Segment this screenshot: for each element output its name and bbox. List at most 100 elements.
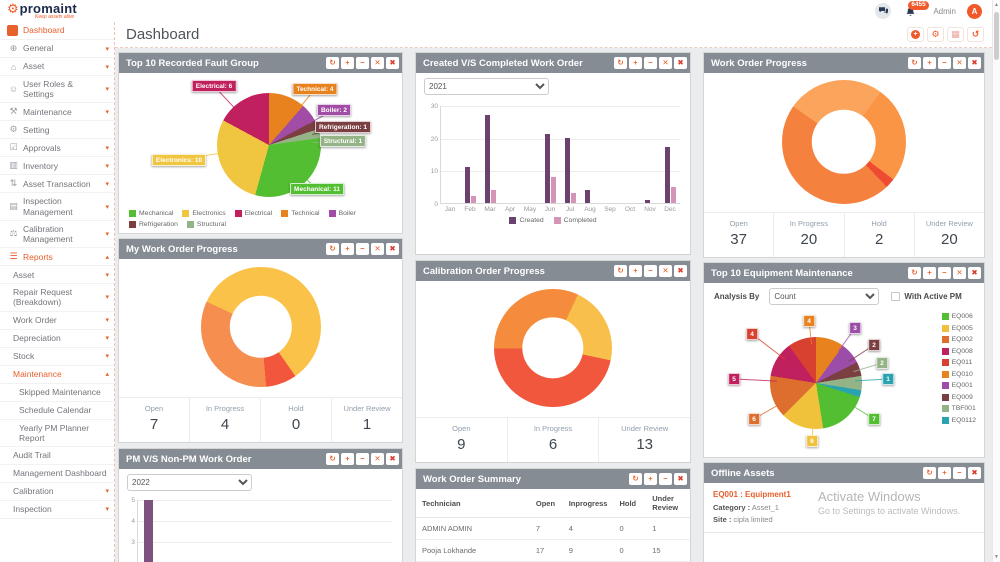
bar-created-jun[interactable] [545,134,551,203]
panel-close-button[interactable]: ✖ [674,473,687,485]
analysis-by-select[interactable]: Count [769,288,880,305]
bar-completed-jul[interactable] [570,193,576,203]
chat-button[interactable] [875,3,892,19]
work-order-donut[interactable] [782,79,906,204]
bar-created-dec[interactable] [664,147,670,203]
panel-add-button[interactable]: + [923,267,936,279]
sidebar-item-asset[interactable]: ⌂ Asset ▾ [0,58,114,76]
sidebar-item-inventory[interactable]: ▥ Inventory ▾ [0,157,114,176]
sidebar-item-stock[interactable]: Stock ▾ [0,348,114,366]
equipment-pie[interactable] [770,337,862,429]
panel-close-button[interactable]: ✖ [968,467,981,479]
bar-completed-feb[interactable] [471,196,477,203]
with-active-pm-checkbox[interactable] [891,292,901,301]
panel-minus-button[interactable]: − [953,467,966,479]
panel-expand-button[interactable]: ✕ [371,57,384,69]
panel-minus-button[interactable]: − [659,473,672,485]
my-work-order-donut[interactable] [200,267,321,387]
sidebar-item-calibration[interactable]: Calibration ▾ [0,483,114,501]
dashboard-settings-button[interactable]: ⚙ [927,27,944,42]
panel-minus-button[interactable]: − [938,267,951,279]
sidebar-item-asset-transaction[interactable]: ⇅ Asset Transaction ▾ [0,175,114,194]
sidebar-item-depreciation[interactable]: Depreciation ▾ [0,330,114,348]
scrollbar-thumb[interactable] [994,12,999,60]
bar-completed-jun[interactable] [551,176,557,203]
promaint-logo[interactable]: ⚙ promaint Keep assets alive [7,1,77,20]
panel-expand-button[interactable]: ✕ [659,265,672,277]
sidebar-item-audit-trail[interactable]: Audit Trail [0,447,114,465]
sidebar-item-setting[interactable]: ⚙ Setting [0,121,114,140]
panel-add-button[interactable]: + [629,265,642,277]
sidebar-item-general[interactable]: ⊕ General ▾ [0,40,114,58]
panel-minus-button[interactable]: − [644,57,657,69]
sidebar-item-inspection[interactable]: Inspection ▾ [0,501,114,519]
created-completed-chart[interactable]: 0 10 20 30 Jan Feb Mar Apr May Jun Jul Aug Sep Oct Nov… [431,103,680,213]
calibration-donut[interactable] [494,289,612,407]
panel-close-button[interactable]: ✖ [386,453,399,465]
panel-refresh-button[interactable]: ↻ [629,473,642,485]
panel-refresh-button[interactable]: ↻ [326,243,339,255]
sidebar-item-maintenance[interactable]: Maintenance ▴ [0,366,114,384]
panel-refresh-button[interactable]: ↻ [614,57,627,69]
panel-expand-button[interactable]: ✕ [371,243,384,255]
sidebar-item-skipped-maintenance[interactable]: Skipped Maintenance [0,384,114,402]
bar-completed-dec[interactable] [670,186,676,203]
panel-refresh-button[interactable]: ↻ [326,453,339,465]
add-widget-button[interactable]: + [907,27,924,42]
save-dashboard-button[interactable]: ▦ [947,27,964,42]
panel-close-button[interactable]: ✖ [386,57,399,69]
panel-minus-button[interactable]: − [938,57,951,69]
sidebar-item-reports[interactable]: ☰ Reports ▴ [0,248,114,267]
panel-expand-button[interactable]: ✕ [371,453,384,465]
sidebar-item-yearly-pm-planner-report[interactable]: Yearly PM Planner Report [0,420,114,447]
sidebar-item-dashboard[interactable]: ▦ Dashboard [0,22,114,40]
page-scrollbar[interactable]: ▲ ▼ [992,0,1000,562]
panel-minus-button[interactable]: − [356,57,369,69]
panel-close-button[interactable]: ✖ [968,57,981,69]
panel-refresh-button[interactable]: ↻ [614,265,627,277]
sidebar-item-inspection-management[interactable]: ▤ Inspection Management ▾ [0,193,114,221]
fault-pie[interactable] [217,93,321,197]
panel-expand-button[interactable]: ✕ [659,57,672,69]
panel-add-button[interactable]: + [629,57,642,69]
notifications-button[interactable]: 6455 [902,1,929,20]
bar-completed-mar[interactable] [491,189,497,203]
panel-add-button[interactable]: + [644,473,657,485]
panel-minus-button[interactable]: − [356,453,369,465]
sidebar-item-work-order[interactable]: Work Order ▾ [0,312,114,330]
panel-expand-button[interactable]: ✕ [953,57,966,69]
panel-expand-button[interactable]: ✕ [953,267,966,279]
bar-created-jul[interactable] [564,137,570,203]
panel-minus-button[interactable]: − [644,265,657,277]
scroll-down-arrow[interactable]: ▼ [994,554,999,560]
offline-asset-link[interactable]: EQ001 : Equipment1 [713,490,791,499]
sidebar-item-schedule-calendar[interactable]: Schedule Calendar [0,402,114,420]
panel-add-button[interactable]: + [923,57,936,69]
panel-close-button[interactable]: ✖ [674,265,687,277]
sidebar-item-calibration-management[interactable]: ⚖ Calibration Management ▾ [0,221,114,249]
scroll-up-arrow[interactable]: ▲ [994,2,999,8]
created-completed-year-select[interactable]: 2021 [424,78,549,95]
sidebar-item-management-dashboard[interactable]: Management Dashboard [0,465,114,483]
panel-refresh-button[interactable]: ↻ [326,57,339,69]
bar-pm-1[interactable] [144,500,153,562]
sidebar-item-maintenance[interactable]: ⚒ Maintenance ▾ [0,103,114,122]
bar-created-mar[interactable] [485,114,491,203]
fault-pie-chart[interactable]: Electrical: 6 Technical: 4 Boiler: 2 Refrig… [119,73,402,203]
sidebar-item-approvals[interactable]: ☑ Approvals ▾ [0,139,114,158]
panel-close-button[interactable]: ✖ [968,267,981,279]
pm-year-select[interactable]: 2022 [127,474,252,491]
panel-refresh-button[interactable]: ↻ [908,267,921,279]
avatar[interactable]: A [967,3,982,19]
panel-minus-button[interactable]: − [356,243,369,255]
bar-created-feb[interactable] [465,167,471,203]
panel-add-button[interactable]: + [341,243,354,255]
bar-created-aug[interactable] [584,189,590,203]
pm-nonpm-chart[interactable]: 5 4 3 [131,497,392,562]
reset-dashboard-button[interactable]: ↺ [967,27,984,42]
panel-add-button[interactable]: + [938,467,951,479]
panel-refresh-button[interactable]: ↻ [923,467,936,479]
sidebar-item-repair-request-breakdown[interactable]: Repair Request (Breakdown) ▾ [0,284,114,312]
sidebar-item-user-roles-settings[interactable]: ☺ User Roles & Settings ▾ [0,76,114,104]
